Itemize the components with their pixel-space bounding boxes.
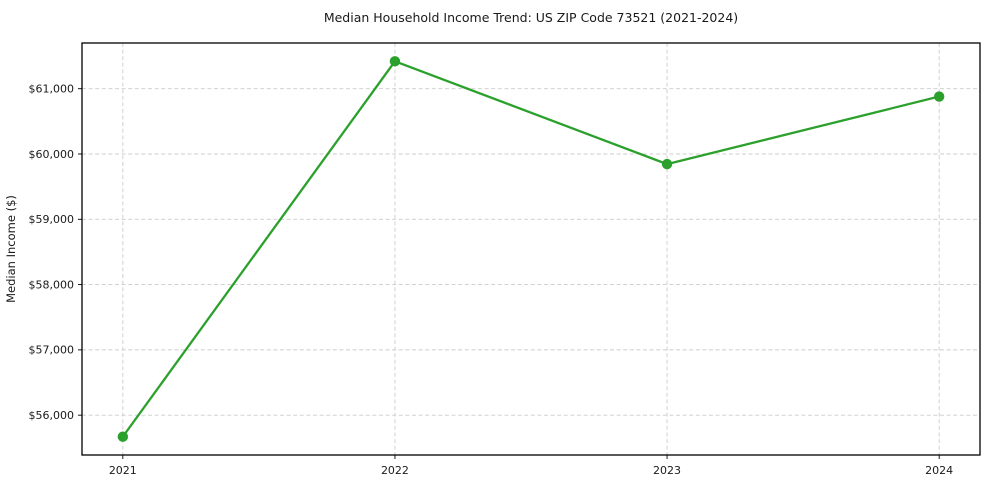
- axes-layer: $56,000 $57,000 $58,000 $59,000 $60,000 $61,0…: [29, 42, 981, 477]
- y-tick-label: $61,000: [29, 83, 75, 96]
- gridline-layer: [82, 43, 980, 455]
- trend-line: [121, 60, 941, 438]
- data-point-2021: [117, 431, 129, 442]
- y-tick-label: $57,000: [29, 344, 75, 357]
- chart-title: Median Household Income Trend: US ZIP Co…: [324, 10, 738, 25]
- y-tick-label: $58,000: [29, 278, 75, 291]
- x-tick-label: 2024: [925, 464, 953, 477]
- series-layer: [117, 56, 945, 442]
- y-tick-label: $56,000: [29, 409, 75, 422]
- data-point-2024: [933, 91, 945, 102]
- x-tick-label: 2022: [381, 464, 409, 477]
- x-tick-label: 2021: [109, 464, 137, 477]
- data-point-2023: [661, 158, 673, 170]
- y-tick-label: $59,000: [29, 213, 75, 226]
- y-tick-label: $60,000: [29, 148, 75, 161]
- data-point-2022: [389, 56, 401, 67]
- y-axis-label: Median Income ($): [4, 195, 18, 303]
- plot-border: [81, 42, 981, 456]
- x-tick-label: 2023: [653, 464, 681, 477]
